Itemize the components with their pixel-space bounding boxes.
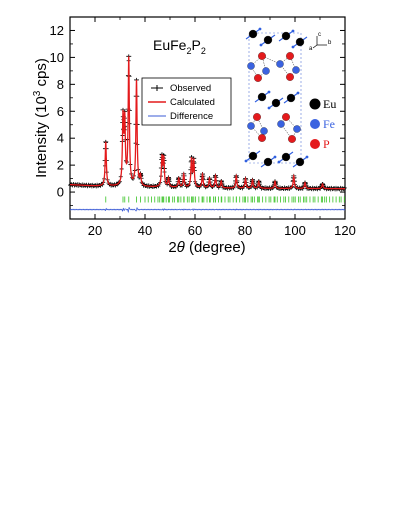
legend-observed-label: Observed <box>170 83 211 94</box>
spin-arrowhead <box>273 155 277 159</box>
fe-atom <box>262 67 270 75</box>
plot-frame <box>69 16 346 220</box>
x-tick-label: 100 <box>284 223 306 238</box>
p-atom <box>286 73 294 81</box>
spin-arrowhead <box>267 106 271 110</box>
eu-atom <box>271 98 281 108</box>
a-axis-label: a <box>309 46 313 52</box>
legend-entry-calculated: Calculated <box>148 97 215 108</box>
spin-arrowhead <box>244 159 248 163</box>
calculated-line <box>69 56 345 190</box>
x-tick-label: 40 <box>138 223 152 238</box>
bond-lines <box>244 27 309 168</box>
reflection-markers <box>105 196 345 203</box>
spin-arrowhead <box>267 90 271 94</box>
a-axis-line <box>312 44 318 49</box>
eu-atom-icon <box>309 98 321 110</box>
eu-atom <box>286 93 296 103</box>
p-atom-icon <box>310 139 320 149</box>
spin-arrowhead <box>296 91 300 95</box>
fe-label: Fe <box>323 117 335 131</box>
b-axis-label: b <box>328 40 332 46</box>
difference-line <box>69 207 346 214</box>
eu-atom <box>263 157 273 167</box>
legend-entry-observed: Observed <box>151 83 211 94</box>
compound-label: EuFe2P2 <box>153 37 206 56</box>
c-axis-label: c <box>318 32 321 38</box>
legend: Observed Calculated Difference <box>141 77 232 126</box>
eu-atom <box>281 31 291 41</box>
y-tick-label: 2 <box>57 158 64 173</box>
x-axis-title: 2θ (degree) <box>168 239 245 256</box>
fe-atom <box>247 62 255 70</box>
crystal-structure-inset: c b a Eu Fe P <box>244 27 336 168</box>
eu-atom <box>248 151 258 161</box>
legend-entry-difference: Difference <box>148 111 213 122</box>
axes-symbol: c b a <box>309 32 332 52</box>
x-tick-label: 60 <box>188 223 202 238</box>
difference-curve <box>69 207 346 214</box>
y-axis-title: Intensity (103 cps) <box>32 58 50 178</box>
p-label: P <box>323 137 330 151</box>
p-atom <box>288 135 296 143</box>
x-tick-label: 80 <box>238 223 252 238</box>
eu-atom <box>281 152 291 162</box>
fe-atom-icon <box>310 119 320 129</box>
y-tick-label: 10 <box>50 50 64 65</box>
y-tick-label: 4 <box>57 131 64 146</box>
x-tick-label: 120 <box>334 223 356 238</box>
y-tick-label: 6 <box>57 104 64 119</box>
fe-atom <box>260 127 268 135</box>
spin-arrowhead <box>258 27 262 31</box>
p-atom <box>253 113 261 121</box>
fe-p-bond <box>291 128 298 140</box>
p-atom <box>258 52 266 60</box>
spin-arrowhead <box>291 45 295 49</box>
eu-atom <box>257 92 267 102</box>
eu-atom <box>248 29 258 39</box>
spin-arrowhead <box>305 155 309 159</box>
fe-atom <box>247 122 255 130</box>
eu-atom <box>295 157 305 167</box>
legend-calculated-label: Calculated <box>170 97 215 108</box>
fe-atom <box>293 125 301 133</box>
p-atom <box>258 134 266 142</box>
axes: 20 40 60 80 100 120 0 2 4 6 8 10 12 <box>50 16 356 238</box>
atoms <box>247 29 305 167</box>
y-tick-label: 12 <box>50 23 64 38</box>
eu-label: Eu <box>323 97 336 111</box>
fe-atom <box>276 60 284 68</box>
calculated-curve <box>69 56 345 190</box>
eu-atom <box>295 37 305 47</box>
spin-arrowhead <box>259 43 263 47</box>
fe-atom <box>292 66 300 74</box>
p-atom <box>254 74 262 82</box>
spin-arrowhead <box>291 29 295 33</box>
y-tick-label: 8 <box>57 77 64 92</box>
spin-arrowhead <box>277 160 281 164</box>
y-tick-label: 0 <box>57 185 64 200</box>
fe-atom <box>277 120 285 128</box>
unit-cell-outline <box>248 32 302 164</box>
fe-p-bond <box>250 116 258 127</box>
eu-atom <box>263 35 273 45</box>
element-legend: Eu Fe P <box>309 97 336 151</box>
p-atom <box>286 52 294 60</box>
x-tick-label: 20 <box>88 223 102 238</box>
legend-difference-label: Difference <box>170 111 213 122</box>
p-atom <box>282 113 290 121</box>
